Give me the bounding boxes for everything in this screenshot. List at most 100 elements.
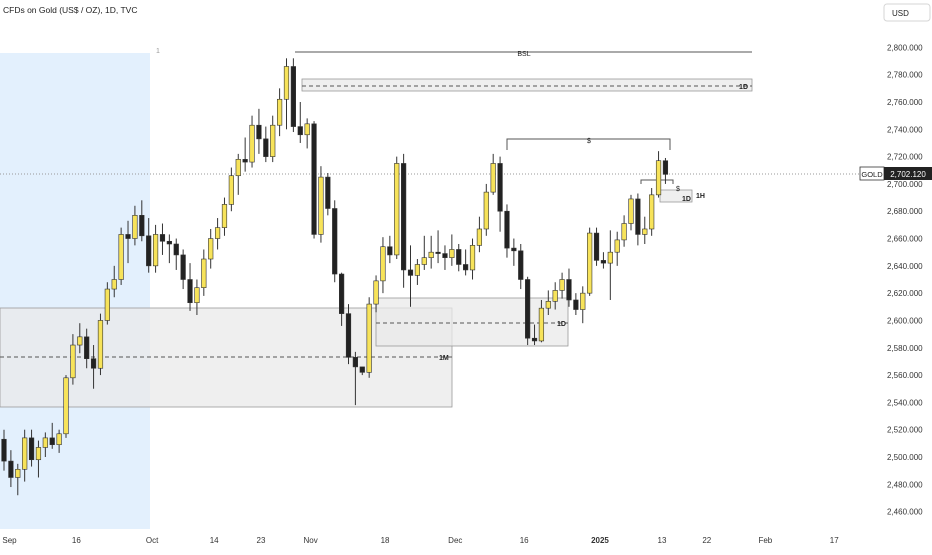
candle-78[interactable] (538, 299, 545, 343)
candle-88[interactable] (607, 230, 613, 300)
candle-48[interactable] (332, 200, 338, 283)
candle-9[interactable] (63, 375, 69, 438)
candle-6[interactable] (42, 432, 48, 457)
candle-91[interactable] (628, 194, 634, 231)
candle-46[interactable] (318, 166, 324, 243)
candle-28[interactable] (194, 279, 200, 316)
candle-95[interactable] (655, 151, 662, 198)
candle-20[interactable] (139, 200, 145, 242)
candle-13[interactable] (90, 345, 97, 389)
candle-45[interactable] (311, 121, 317, 239)
candle-2[interactable] (15, 463, 21, 496)
candle-82[interactable] (566, 268, 572, 307)
candle-74[interactable] (511, 238, 517, 266)
candle-65[interactable] (449, 234, 455, 266)
candle-87[interactable] (600, 252, 607, 269)
zone-1d-top[interactable] (301, 78, 753, 92)
candle-73[interactable] (504, 204, 510, 258)
candle-43[interactable] (297, 102, 303, 143)
candle-17[interactable] (118, 227, 124, 285)
candle-12[interactable] (84, 328, 90, 369)
candle-44[interactable] (304, 118, 310, 149)
candle-16[interactable] (111, 265, 117, 298)
candle-33[interactable] (228, 167, 234, 212)
candle-5[interactable] (35, 440, 42, 478)
currency-button[interactable]: USD (883, 3, 931, 22)
candle-42[interactable] (290, 58, 296, 133)
candle-54[interactable] (373, 275, 379, 313)
dollar-liquidity-line-top[interactable] (506, 138, 671, 150)
zone-1h-small[interactable] (659, 189, 693, 203)
candle-89[interactable] (614, 231, 620, 266)
candle-34[interactable] (235, 153, 241, 195)
candle-38[interactable] (263, 126, 269, 163)
candle-51[interactable] (352, 351, 358, 406)
candle-4[interactable] (28, 429, 35, 467)
candle-50[interactable] (345, 304, 352, 365)
candle-59[interactable] (407, 245, 414, 307)
candle-31[interactable] (214, 218, 221, 250)
candle-57[interactable] (394, 156, 400, 260)
candle-30[interactable] (208, 228, 214, 269)
candle-10[interactable] (70, 334, 76, 385)
candle-77[interactable] (531, 324, 538, 346)
candle-93[interactable] (642, 216, 648, 244)
candle-75[interactable] (518, 244, 524, 290)
candle-79[interactable] (545, 290, 551, 315)
candle-35[interactable] (242, 137, 248, 172)
candle-69[interactable] (476, 216, 483, 253)
candle-63[interactable] (435, 230, 441, 264)
candle-36[interactable] (249, 115, 255, 168)
candle-61[interactable] (421, 235, 427, 270)
candle-92[interactable] (635, 193, 641, 246)
candle-58[interactable] (401, 153, 407, 288)
candle-56[interactable] (387, 235, 393, 264)
candle-14[interactable] (97, 313, 104, 376)
candle-80[interactable] (552, 282, 558, 310)
candle-84[interactable] (580, 286, 586, 324)
candle-83[interactable] (573, 293, 579, 315)
candle-67[interactable] (463, 249, 469, 276)
candle-37[interactable] (256, 108, 262, 154)
candle-62[interactable] (428, 235, 434, 269)
candle-71[interactable] (490, 153, 496, 195)
candle-23[interactable] (159, 223, 166, 255)
candle-40[interactable] (276, 88, 283, 137)
candle-3[interactable] (22, 429, 28, 482)
candle-0[interactable] (1, 429, 7, 471)
candle-15[interactable] (104, 282, 110, 325)
candle-81[interactable] (559, 272, 565, 299)
candle-68[interactable] (469, 238, 476, 280)
candle-29[interactable] (201, 249, 207, 296)
candle-66[interactable] (456, 244, 462, 272)
candle-7[interactable] (49, 422, 55, 449)
candle-22[interactable] (152, 224, 159, 273)
candle-27[interactable] (187, 263, 193, 311)
candle-52[interactable] (359, 366, 365, 376)
candle-76[interactable] (525, 276, 531, 346)
candle-64[interactable] (442, 245, 448, 270)
candle-24[interactable] (166, 234, 172, 264)
candle-1[interactable] (8, 450, 14, 488)
candle-55[interactable] (380, 237, 386, 294)
candle-86[interactable] (593, 227, 600, 266)
candle-90[interactable] (621, 215, 627, 247)
candle-18[interactable] (125, 220, 131, 264)
candle-26[interactable] (180, 249, 186, 290)
candle-32[interactable] (221, 197, 228, 236)
candle-19[interactable] (132, 205, 138, 246)
candle-49[interactable] (339, 272, 345, 326)
candle-47[interactable] (325, 173, 331, 216)
candle-70[interactable] (483, 183, 489, 236)
currency-button-label[interactable]: USD (892, 9, 909, 18)
candle-21[interactable] (146, 218, 152, 273)
candle-96[interactable] (662, 157, 669, 184)
candle-72[interactable] (497, 156, 503, 232)
candle-8[interactable] (56, 429, 62, 453)
candle-25[interactable] (173, 238, 179, 270)
candle-60[interactable] (414, 259, 421, 285)
candle-94[interactable] (649, 188, 655, 236)
candle-41[interactable] (283, 58, 290, 130)
